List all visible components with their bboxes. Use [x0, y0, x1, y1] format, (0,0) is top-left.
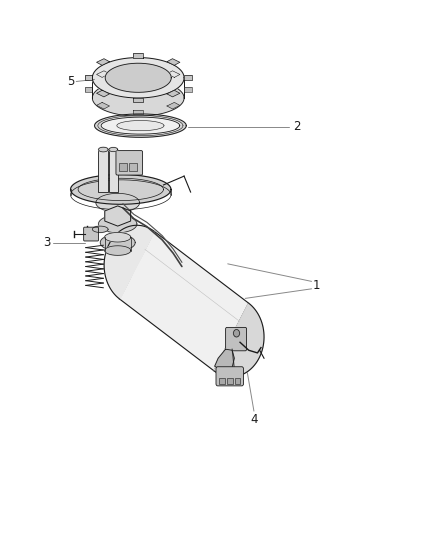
Polygon shape	[105, 232, 131, 242]
Polygon shape	[184, 75, 192, 80]
Polygon shape	[100, 235, 135, 251]
Polygon shape	[133, 53, 144, 58]
Polygon shape	[167, 90, 180, 97]
Polygon shape	[167, 71, 180, 77]
Polygon shape	[99, 215, 137, 233]
Polygon shape	[95, 114, 186, 138]
Text: 3: 3	[43, 236, 51, 249]
Polygon shape	[133, 66, 144, 70]
FancyBboxPatch shape	[116, 151, 143, 175]
Polygon shape	[92, 58, 184, 98]
Text: 5: 5	[67, 75, 74, 88]
Polygon shape	[133, 98, 144, 102]
FancyBboxPatch shape	[130, 164, 138, 171]
Text: 2: 2	[293, 120, 301, 133]
FancyBboxPatch shape	[120, 164, 127, 171]
FancyBboxPatch shape	[219, 378, 225, 384]
Polygon shape	[92, 80, 184, 116]
Polygon shape	[105, 63, 171, 92]
Polygon shape	[215, 349, 234, 372]
Polygon shape	[96, 59, 110, 66]
Polygon shape	[167, 59, 180, 66]
FancyBboxPatch shape	[99, 150, 108, 192]
Polygon shape	[133, 110, 144, 115]
Polygon shape	[214, 303, 264, 377]
FancyBboxPatch shape	[235, 378, 240, 384]
Polygon shape	[71, 174, 171, 204]
Polygon shape	[96, 102, 110, 109]
Polygon shape	[96, 193, 140, 212]
FancyBboxPatch shape	[109, 150, 118, 192]
Polygon shape	[96, 71, 110, 77]
Polygon shape	[120, 231, 249, 371]
Circle shape	[233, 329, 240, 337]
Text: 1: 1	[313, 279, 320, 292]
Polygon shape	[85, 87, 92, 92]
Text: 4: 4	[250, 413, 258, 425]
FancyBboxPatch shape	[84, 227, 99, 241]
FancyBboxPatch shape	[216, 367, 244, 386]
Polygon shape	[184, 87, 192, 92]
Polygon shape	[96, 90, 110, 97]
Polygon shape	[99, 147, 108, 152]
Polygon shape	[104, 225, 154, 299]
Polygon shape	[101, 117, 180, 134]
Polygon shape	[105, 206, 131, 226]
Polygon shape	[92, 226, 108, 232]
FancyBboxPatch shape	[226, 327, 247, 351]
Polygon shape	[105, 246, 131, 255]
Polygon shape	[117, 120, 164, 131]
Polygon shape	[167, 102, 180, 109]
FancyBboxPatch shape	[227, 378, 233, 384]
Polygon shape	[85, 75, 92, 80]
Polygon shape	[109, 148, 118, 152]
